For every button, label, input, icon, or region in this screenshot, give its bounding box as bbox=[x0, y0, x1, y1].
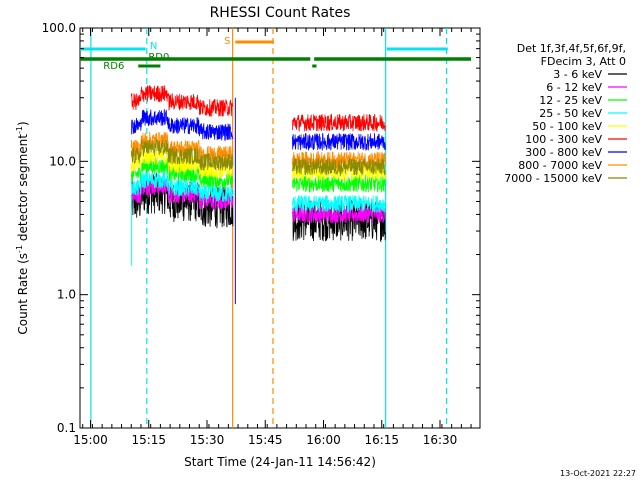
chart-title: RHESSI Count Rates bbox=[210, 5, 351, 21]
x-tick-label: 15:30 bbox=[190, 433, 225, 447]
y-axis-ticks: 100.0 10.0 1.0 0.1 bbox=[42, 21, 480, 435]
y-axis-label-mid: detector segment bbox=[16, 134, 30, 245]
y-axis-label-sup-1: -1 bbox=[15, 245, 24, 253]
legend: Det 1f,3f,4f,5f,6f,9f, FDecim 3, Att 0 3… bbox=[504, 42, 627, 185]
legend-item-label: 12 - 25 keV bbox=[539, 94, 602, 107]
attenuator-markers: N S RD0 RD6 bbox=[80, 36, 472, 72]
legend-item-label: 300 - 800 keV bbox=[525, 146, 602, 159]
marker-label-rd6: RD6 bbox=[103, 61, 124, 72]
vertical-marker-lines bbox=[90, 28, 448, 428]
series-line bbox=[130, 109, 386, 151]
legend-header-decimation: FDecim 3, Att 0 bbox=[541, 55, 626, 68]
legend-item-label: 800 - 7000 keV bbox=[518, 159, 602, 172]
x-tick-label: 16:15 bbox=[364, 433, 399, 447]
data-series bbox=[130, 85, 386, 305]
legend-header-detectors: Det 1f,3f,4f,5f,6f,9f, bbox=[517, 42, 626, 55]
y-axis-label: Count Rate (s-1 detector segment-1) bbox=[15, 121, 30, 334]
x-tick-label: 16:30 bbox=[423, 433, 458, 447]
legend-item-label: 50 - 100 keV bbox=[532, 120, 602, 133]
series-line bbox=[130, 85, 386, 133]
legend-item-label: 3 - 6 keV bbox=[553, 68, 602, 81]
y-axis-label-end: ) bbox=[16, 121, 30, 126]
x-tick-label: 16:00 bbox=[306, 433, 341, 447]
plot-frame bbox=[79, 27, 481, 429]
legend-item-label: 100 - 300 keV bbox=[525, 133, 602, 146]
x-axis-label: Start Time (24-Jan-11 14:56:42) bbox=[184, 455, 376, 469]
legend-item-label: 6 - 12 keV bbox=[546, 81, 602, 94]
footer-timestamp: 13-Oct-2021 22:27 bbox=[560, 469, 636, 478]
marker-label-s: S bbox=[224, 36, 230, 47]
y-tick-label: 10.0 bbox=[49, 154, 76, 168]
y-tick-label: 1.0 bbox=[57, 288, 76, 302]
x-axis-ticks: 15:00 15:15 15:30 15:45 16:00 16:15 16:30 bbox=[73, 28, 472, 447]
series-line bbox=[130, 171, 386, 213]
marker-label-n: N bbox=[150, 41, 157, 52]
marker-label-rd0: RD0 bbox=[148, 52, 169, 63]
y-tick-label: 0.1 bbox=[57, 421, 76, 435]
legend-item-label: 25 - 50 keV bbox=[539, 107, 602, 120]
x-tick-label: 15:15 bbox=[131, 433, 166, 447]
x-tick-label: 15:00 bbox=[73, 433, 108, 447]
x-tick-label: 15:45 bbox=[248, 433, 283, 447]
y-tick-label: 100.0 bbox=[42, 21, 76, 35]
y-axis-label-sup-2: -1 bbox=[15, 126, 24, 134]
series-line bbox=[130, 138, 386, 177]
y-axis-label-main: Count Rate (s bbox=[16, 253, 30, 335]
legend-item-label: 7000 - 15000 keV bbox=[504, 172, 602, 185]
